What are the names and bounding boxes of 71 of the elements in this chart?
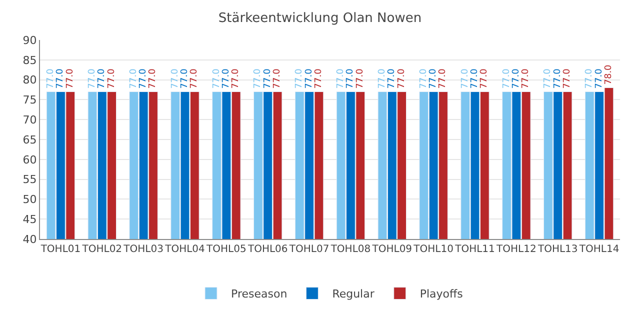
x-tick-label: TOHL07 <box>288 244 330 255</box>
y-tick-label: 40 <box>22 232 37 246</box>
data-label: 77.0 <box>396 68 407 89</box>
x-tick-label: TOHL12 <box>496 244 536 255</box>
data-label: 77.0 <box>262 68 273 89</box>
data-label: 77.0 <box>128 68 139 89</box>
x-tick-label: TOHL06 <box>246 244 288 255</box>
chart-title: Stärkeentwicklung Olan Nowen <box>218 10 422 26</box>
data-label: 77.0 <box>272 68 283 89</box>
data-label: 77.0 <box>231 68 242 89</box>
data-label: 77.0 <box>594 68 604 89</box>
x-tick-label: TOHL04 <box>164 244 205 255</box>
data-label: 77.0 <box>584 68 595 89</box>
x-tick-label: TOHL05 <box>206 244 246 255</box>
data-label: 77.0 <box>438 68 448 89</box>
x-tick-label: TOHL02 <box>81 244 122 255</box>
x-tick-label: TOHL13 <box>536 244 578 255</box>
legend-label: Preseason <box>231 288 288 301</box>
data-label: 77.0 <box>56 68 66 89</box>
data-label: 77.0 <box>470 68 480 89</box>
data-label: 77.0 <box>355 68 366 89</box>
data-label: 77.0 <box>460 68 470 89</box>
data-label: 77.0 <box>253 68 264 89</box>
data-label: 77.0 <box>314 68 324 89</box>
data-label: 77.0 <box>46 68 56 89</box>
data-label: 77.0 <box>106 68 117 89</box>
data-label: 77.0 <box>170 68 180 89</box>
data-label: 77.0 <box>180 68 190 89</box>
y-tick-label: 90 <box>22 34 37 47</box>
y-tick-label: 55 <box>22 173 37 186</box>
y-tick-label: 50 <box>22 193 37 206</box>
data-label: 77.0 <box>212 68 222 89</box>
y-tick-label: 65 <box>22 133 37 146</box>
y-tick-label: 45 <box>22 212 37 226</box>
y-tick-label: 60 <box>22 153 37 166</box>
data-label: 77.0 <box>294 68 305 89</box>
y-tick-label: 85 <box>22 54 37 67</box>
x-tick-label: TOHL03 <box>122 244 164 255</box>
data-label: 78.0 <box>604 64 614 85</box>
data-label: 77.0 <box>346 68 356 89</box>
data-label: 77.0 <box>552 68 563 89</box>
data-label: 77.0 <box>418 68 429 89</box>
data-label: 77.0 <box>138 68 149 89</box>
data-label: 77.0 <box>502 68 512 89</box>
legend-label: Playoffs <box>420 288 464 301</box>
data-label: 77.0 <box>336 68 346 89</box>
x-tick-label: TOHL14 <box>578 244 620 255</box>
data-label: 77.0 <box>65 68 76 89</box>
x-tick-label: TOHL10 <box>412 244 454 255</box>
data-label: 77.0 <box>428 68 439 89</box>
data-label: 77.0 <box>511 68 522 89</box>
y-tick-label: 80 <box>22 74 37 87</box>
legend-label: Regular <box>332 288 375 301</box>
data-label: 77.0 <box>543 68 554 89</box>
data-label: 77.0 <box>304 68 314 89</box>
data-label: 77.0 <box>97 68 108 89</box>
y-tick-label: 75 <box>22 94 37 107</box>
data-label: 77.0 <box>521 68 532 89</box>
data-label: 77.0 <box>377 68 388 89</box>
data-label: 77.0 <box>87 68 98 89</box>
data-label: 77.0 <box>562 68 573 89</box>
data-label: 77.0 <box>148 68 158 89</box>
x-tick-label: TOHL01 <box>40 244 81 255</box>
x-tick-label: TOHL08 <box>330 244 371 255</box>
data-label: 77.0 <box>387 68 398 89</box>
y-tick-label: 70 <box>22 113 37 126</box>
x-tick-label: TOHL09 <box>371 244 412 255</box>
data-label: 77.0 <box>190 68 200 89</box>
data-label: 77.0 <box>480 68 490 89</box>
data-label: 77.0 <box>221 68 232 89</box>
x-tick-label: TOHL11 <box>454 244 495 255</box>
